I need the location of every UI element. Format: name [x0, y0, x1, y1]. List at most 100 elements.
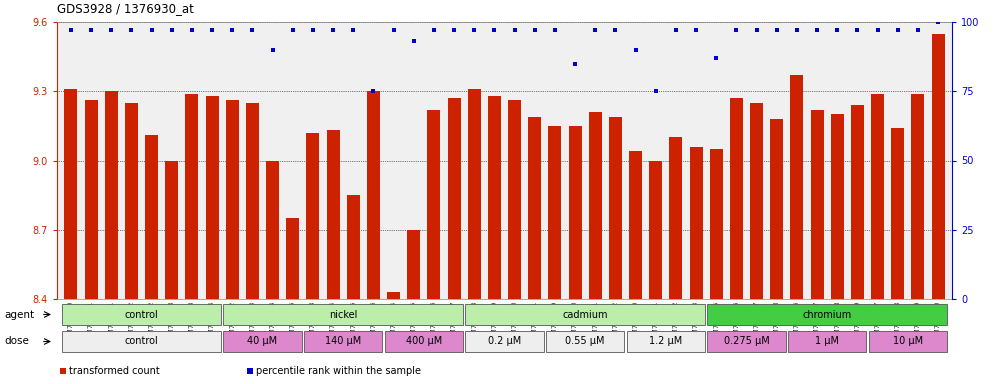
Text: transformed count: transformed count	[69, 366, 159, 376]
Bar	[750, 103, 763, 299]
Point	[486, 27, 502, 33]
Bar	[468, 89, 481, 299]
Text: 1.2 μM: 1.2 μM	[649, 336, 682, 346]
Point	[889, 27, 905, 33]
Point	[285, 27, 301, 33]
Bar	[869, 331, 947, 352]
Point	[366, 88, 381, 94]
Bar	[851, 105, 864, 299]
Point	[930, 19, 946, 25]
Bar	[62, 304, 221, 325]
Bar	[246, 103, 259, 299]
Point	[547, 27, 563, 33]
Point	[608, 27, 623, 33]
Point	[346, 27, 362, 33]
Text: 40 μM: 40 μM	[247, 336, 278, 346]
Bar	[931, 33, 944, 299]
Bar	[347, 195, 360, 299]
Bar	[569, 126, 582, 299]
Bar	[669, 137, 682, 299]
Bar	[286, 218, 299, 299]
Text: chromium: chromium	[803, 310, 852, 319]
Bar	[185, 94, 198, 299]
Point	[789, 27, 805, 33]
Point	[204, 27, 220, 33]
Point	[910, 27, 926, 33]
Bar	[626, 331, 705, 352]
Point	[668, 27, 684, 33]
Bar	[629, 151, 642, 299]
Bar	[465, 331, 544, 352]
Bar	[791, 75, 804, 299]
Text: GDS3928 / 1376930_at: GDS3928 / 1376930_at	[57, 2, 193, 15]
Point	[809, 27, 825, 33]
Bar	[707, 304, 947, 325]
Bar	[528, 117, 541, 299]
Bar	[465, 304, 705, 325]
Point	[163, 27, 179, 33]
Point	[728, 27, 744, 33]
Text: dose: dose	[5, 336, 30, 346]
Bar	[831, 114, 844, 299]
Bar	[770, 119, 783, 299]
Point	[104, 27, 120, 33]
Bar	[407, 230, 420, 299]
Bar	[549, 126, 562, 299]
Point	[244, 27, 260, 33]
Point	[265, 46, 281, 53]
Text: agent: agent	[5, 310, 35, 319]
Bar	[872, 94, 884, 299]
Bar	[447, 98, 460, 299]
Point	[124, 27, 139, 33]
Text: 0.55 μM: 0.55 μM	[566, 336, 605, 346]
Text: nickel: nickel	[329, 310, 358, 319]
Point	[325, 27, 341, 33]
Point	[688, 27, 704, 33]
Point	[588, 27, 604, 33]
Point	[647, 88, 663, 94]
Bar	[707, 331, 786, 352]
Bar	[367, 91, 379, 299]
Bar	[62, 331, 221, 352]
Bar	[266, 161, 279, 299]
Bar	[223, 331, 302, 352]
Point	[749, 27, 765, 33]
Text: control: control	[124, 310, 158, 319]
Text: 0.2 μM: 0.2 μM	[488, 336, 521, 346]
Bar	[65, 89, 78, 299]
Bar	[304, 331, 382, 352]
Text: percentile rank within the sample: percentile rank within the sample	[256, 366, 421, 376]
Point	[527, 27, 543, 33]
Bar	[387, 292, 400, 299]
Point	[567, 60, 583, 66]
Bar	[327, 131, 340, 299]
Point	[305, 27, 321, 33]
Bar	[307, 133, 320, 299]
Bar	[911, 94, 924, 299]
Point	[627, 46, 643, 53]
Point	[466, 27, 482, 33]
Point	[870, 27, 885, 33]
Point	[830, 27, 846, 33]
Bar	[609, 117, 622, 299]
Bar	[124, 103, 137, 299]
Bar	[710, 149, 723, 299]
Point	[405, 38, 421, 45]
Point	[708, 55, 724, 61]
Bar	[145, 135, 158, 299]
Point	[507, 27, 523, 33]
Bar	[384, 331, 463, 352]
Bar	[165, 161, 178, 299]
Bar	[649, 161, 662, 299]
Text: 0.275 μM: 0.275 μM	[724, 336, 769, 346]
Text: cadmium: cadmium	[563, 310, 608, 319]
Bar	[891, 128, 904, 299]
Bar	[788, 331, 867, 352]
Bar	[205, 96, 218, 299]
Point	[143, 27, 159, 33]
Bar	[226, 101, 239, 299]
Text: 1 μM: 1 μM	[815, 336, 840, 346]
Point	[426, 27, 442, 33]
Text: 400 μM: 400 μM	[405, 336, 442, 346]
Point	[83, 27, 99, 33]
